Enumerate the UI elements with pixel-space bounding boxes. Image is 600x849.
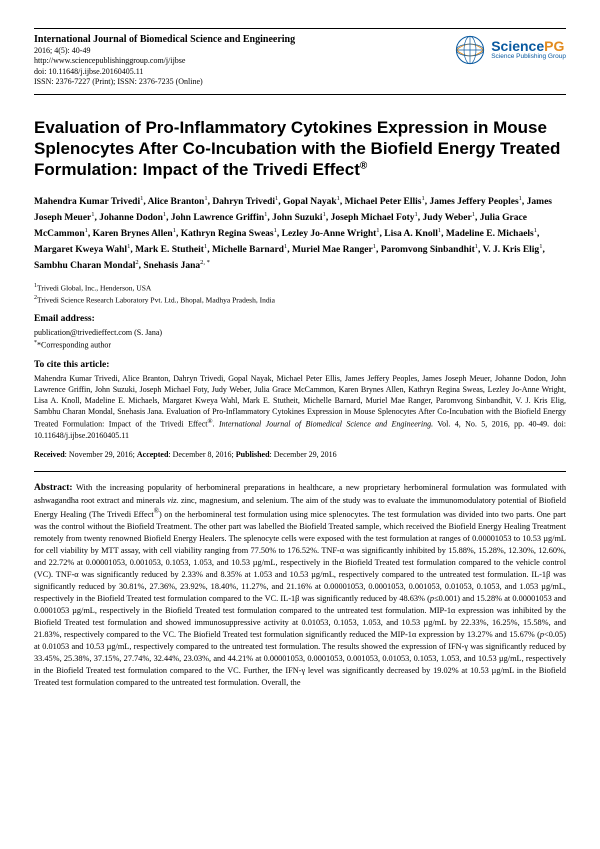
article-title: Evaluation of Pro-Inflammatory Cytokines… — [34, 117, 566, 181]
journal-doi: doi: 10.11648/j.ijbse.20160405.11 — [34, 67, 295, 77]
journal-issn: ISSN: 2376-7227 (Print); ISSN: 2376-7235… — [34, 77, 295, 87]
publisher-logo: SciencePG Science Publishing Group — [453, 33, 566, 67]
journal-name: International Journal of Biomedical Scie… — [34, 33, 295, 46]
author-list: Mahendra Kumar Trivedi1, Alice Branton1,… — [34, 194, 566, 274]
logo-word-science: Science — [491, 38, 544, 54]
abstract-label: Abstract: — [34, 483, 73, 493]
globe-icon — [453, 33, 487, 67]
email-line: publication@trivedieffect.com (S. Jana) — [34, 328, 566, 339]
affiliations: 1Trivedi Global, Inc., Henderson, USA2Tr… — [34, 282, 566, 306]
abstract-body: With the increasing popularity of herbom… — [34, 483, 566, 688]
logo-word-pg: PG — [544, 38, 564, 54]
email-block: publication@trivedieffect.com (S. Jana) … — [34, 328, 566, 351]
article-dates: Received: November 29, 2016; Accepted: D… — [34, 450, 566, 461]
abstract: Abstract: With the increasing popularity… — [34, 482, 566, 690]
cite-label: To cite this article: — [34, 359, 566, 372]
logo-subtitle: Science Publishing Group — [491, 54, 566, 61]
cite-body: Mahendra Kumar Trivedi, Alice Branton, D… — [34, 374, 566, 441]
journal-url: http://www.sciencepublishinggroup.com/j/… — [34, 56, 295, 66]
email-label: Email address: — [34, 313, 566, 326]
journal-issue: 2016; 4(5): 40-49 — [34, 46, 295, 56]
journal-meta: International Journal of Biomedical Scie… — [34, 33, 295, 88]
logo-text: SciencePG Science Publishing Group — [491, 39, 566, 61]
journal-header: International Journal of Biomedical Scie… — [34, 28, 566, 95]
separator-line — [34, 471, 566, 472]
corresponding-text: *Corresponding author — [37, 341, 111, 350]
corresponding-note: **Corresponding author — [34, 339, 566, 351]
